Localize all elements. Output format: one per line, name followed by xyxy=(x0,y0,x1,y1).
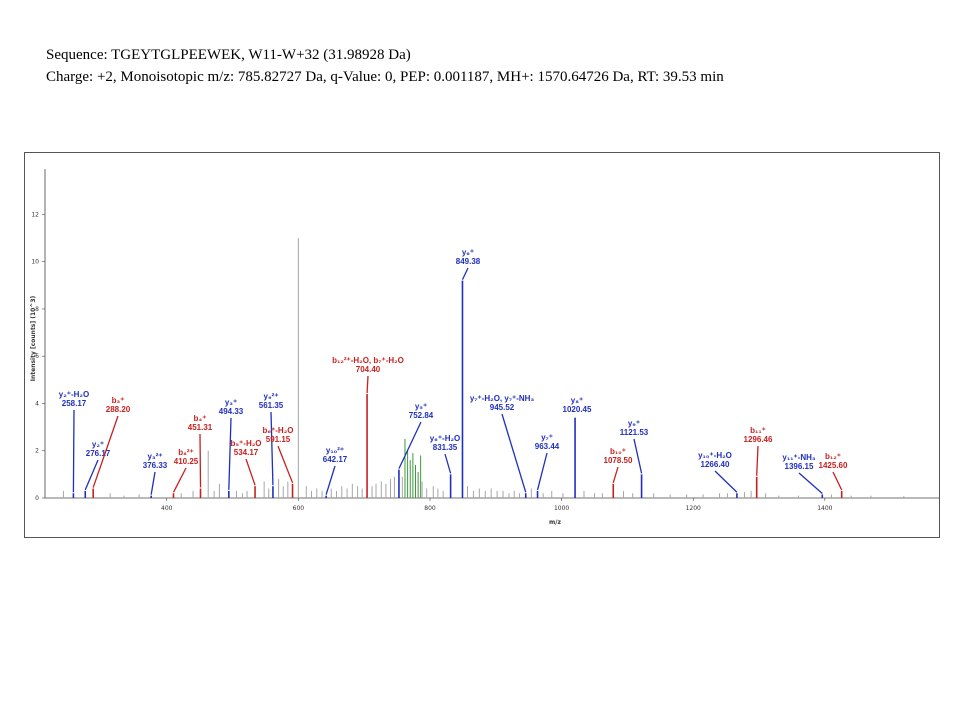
b-ion-label: b₅⁺-H₂O xyxy=(231,439,262,448)
spectrum-chart-frame: 0 2 4 6 8 10 12 400 600 800 1000 1200 1400 m/z Intensi… xyxy=(24,152,940,538)
y-ion-label: 258.17 xyxy=(62,399,87,408)
y-ion-label: y₆⁺-H₂O xyxy=(430,434,461,443)
y-ion-label: 945.52 xyxy=(490,403,515,412)
b-ion-label: 1425.60 xyxy=(819,461,848,470)
y-ion-label: y₉⁺ xyxy=(628,419,640,428)
x-tick-label: 600 xyxy=(293,505,305,512)
y-tick-label: 4 xyxy=(35,400,39,407)
b-ion-label: b₄⁺ xyxy=(194,414,207,423)
y-ion-leader xyxy=(398,421,422,469)
b-ion-leader xyxy=(277,445,294,484)
b-ion-label: 451.31 xyxy=(188,423,213,432)
y-ion-leader xyxy=(72,409,75,493)
y-ion-leader xyxy=(150,471,156,495)
b-ion-label: b₁₂⁺ xyxy=(825,452,841,461)
x-axis-title: m/z xyxy=(549,519,561,526)
b-ion-leader xyxy=(756,445,759,476)
b-ion-leader xyxy=(245,458,256,486)
y-ion-leader xyxy=(444,453,452,474)
y-ion-leader xyxy=(228,417,232,490)
y-ion-label: y₁₀²⁺ xyxy=(326,446,344,455)
y-axis-title: Intensity [counts] (10^3) xyxy=(30,296,37,382)
b-ion-leader xyxy=(92,415,119,488)
y-ion-label: 642.17 xyxy=(323,455,348,464)
y-tick-label: 10 xyxy=(31,259,39,266)
y-tick-label: 8 xyxy=(35,306,39,313)
b-ion-label: 1296.46 xyxy=(744,435,773,444)
y-ion-label: 1266.40 xyxy=(701,460,730,469)
y-ion-label: 963.44 xyxy=(535,442,560,451)
y-ion-label: y₆⁺ xyxy=(462,248,474,257)
sequence-line: Sequence: TGEYTGLPEEWEK, W11-W+32 (31.98… xyxy=(46,47,411,63)
b-ion-label: b₈²⁺ xyxy=(178,448,194,457)
y-ion-label: y₁₁⁺-NH₃ xyxy=(782,453,816,462)
spectrum-chart: 0 2 4 6 8 10 12 400 600 800 1000 1200 1400 m/z Intensi… xyxy=(30,169,939,526)
x-tick-label: 1200 xyxy=(686,505,701,512)
y-ion-label: y₈⁺ xyxy=(571,396,583,405)
y-ion-leader xyxy=(714,470,738,493)
b-ion-label: 1078.50 xyxy=(604,456,633,465)
x-tick-label: 1000 xyxy=(554,505,569,512)
y-ion-label: y₁₀⁺-H₂O xyxy=(698,451,732,460)
b-ion-label: b₃⁺ xyxy=(112,396,125,405)
y-ion-label: 831.35 xyxy=(433,443,458,452)
y-ion-label: 1396.15 xyxy=(785,462,814,471)
y-ion-leader xyxy=(633,438,643,474)
b-ion-label: 410.25 xyxy=(174,457,199,466)
b-ion-label: 704.40 xyxy=(356,365,381,374)
y-ion-label: 849.38 xyxy=(456,257,481,266)
y-ion-label: y₇⁺-H₂O, y₇⁺-NH₃ xyxy=(470,394,535,403)
b-ion-label: b₁₀⁺ xyxy=(610,447,626,456)
y-tick-label: 2 xyxy=(35,448,39,455)
y-ion-label: y₅⁺ xyxy=(415,402,427,411)
b-ion-leader xyxy=(172,467,187,493)
y-ion-leader xyxy=(84,459,99,491)
x-tick-label: 400 xyxy=(161,505,173,512)
y-ion-label: y₂⁺-H₂O xyxy=(59,390,89,399)
spectrum-header: Sequence: TGEYTGLPEEWEK, W11-W+32 (31.98… xyxy=(46,44,724,88)
y-ion-label: y₃²⁺ xyxy=(147,452,162,461)
y-ion-label: 276.17 xyxy=(86,449,111,458)
b-ion-leader xyxy=(199,433,202,488)
b-ion-leader xyxy=(832,471,843,491)
y-ion-label: y₃⁺ xyxy=(225,398,237,407)
y-ion-label: 752.84 xyxy=(409,411,434,420)
charge-line: Charge: +2, Monoisotopic m/z: 785.82727 … xyxy=(46,69,724,85)
y-ion-label: y₇⁺ xyxy=(541,433,553,442)
y-ion-leader xyxy=(461,267,469,280)
y-ion-leader xyxy=(536,452,548,491)
y-ion-label: y₂⁺ xyxy=(92,440,104,449)
b-ion-label: b₁₁⁺ xyxy=(750,426,766,435)
y-ion-label: 561.35 xyxy=(259,401,284,410)
y-ion-leader xyxy=(270,411,274,486)
y-ion-label: 494.33 xyxy=(219,407,244,416)
y-ion-label: y₉²⁺ xyxy=(264,392,279,401)
b-ion-label: 288.20 xyxy=(106,405,131,414)
b-ion-label: 534.17 xyxy=(234,448,259,457)
y-ion-label: 1020.45 xyxy=(563,405,592,414)
b-ion-leader xyxy=(366,375,369,394)
y-tick-label: 0 xyxy=(35,495,39,502)
y-ion-label: 376.33 xyxy=(143,461,168,470)
y-ion-label: 1121.53 xyxy=(620,428,649,437)
x-tick-label: 1400 xyxy=(817,505,832,512)
b-ion-label: b₁₂²⁺-H₂O, b₇⁺-H₂O xyxy=(332,356,404,365)
y-tick-label: 12 xyxy=(31,211,39,218)
y-ion-leader xyxy=(798,472,823,494)
y-tick-label: 6 xyxy=(35,353,39,360)
b-ion-label: b₆⁺-H₂O xyxy=(263,426,294,435)
b-ion-leader xyxy=(612,466,619,484)
b-ion-label: 591.15 xyxy=(266,435,291,444)
y-ion-leader xyxy=(501,413,527,493)
x-tick-label: 800 xyxy=(424,505,436,512)
y-ion-leader xyxy=(325,465,336,495)
